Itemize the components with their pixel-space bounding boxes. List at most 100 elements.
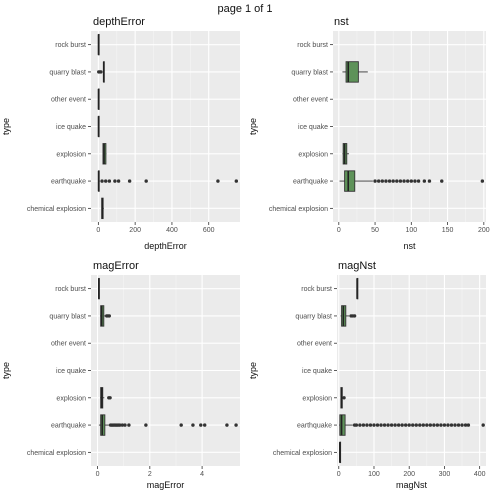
box-earthquake [98, 414, 238, 436]
outlier-point [234, 423, 238, 427]
outlier-point [416, 179, 421, 183]
outlier-point [116, 179, 121, 183]
outlier-point [199, 423, 203, 427]
outlier-point [403, 423, 408, 427]
y-tick-label: ice quake [56, 124, 86, 131]
x-tick-label: 0 [337, 227, 341, 234]
panel-magNst: 0 100 200 300 400 chemical explosion earthquak… [248, 260, 486, 490]
y-tick-label: other event [293, 97, 328, 104]
outlier-point [354, 423, 359, 427]
outlier-point [386, 423, 390, 427]
box-quarry-blast [97, 61, 105, 83]
outlier-point [432, 423, 436, 427]
panel-title: nst [334, 16, 349, 28]
outlier-point [203, 423, 207, 427]
outlier-point [368, 423, 373, 427]
y-tick-label: quarry blast [49, 69, 86, 76]
outlier-point [107, 179, 112, 183]
outlier-point [466, 423, 471, 427]
outlier-point [460, 423, 464, 427]
x-tick-label: 200 [403, 471, 415, 478]
y-tick-label: quarry blast [295, 313, 332, 320]
outlier-point [216, 179, 220, 183]
outlier-point [123, 423, 127, 427]
x-tick-label: 200 [129, 227, 141, 234]
y-axis-label: type [1, 118, 11, 135]
outlier-point [100, 179, 104, 183]
outlier-point [422, 179, 427, 183]
outlier-point [407, 423, 411, 427]
outlier-point [396, 423, 401, 427]
outlier-point [191, 423, 195, 427]
y-tick-label: other event [51, 341, 86, 348]
x-tick-label: 0 [96, 227, 100, 234]
y-tick-label: explosion [56, 151, 86, 158]
y-axis-label: type [1, 362, 11, 379]
panel-magError: 0 2 4 chemical explosion earthquake explosion… [1, 260, 240, 490]
outlier-point [113, 179, 117, 183]
outlier-point [342, 396, 346, 400]
y-tick-label: ice quake [302, 368, 332, 375]
outlier-point [440, 179, 444, 183]
x-tick-label: 50 [371, 227, 379, 234]
outlier-point [453, 423, 457, 427]
x-axis-label: magError [147, 480, 185, 490]
outlier-point [393, 423, 397, 427]
box-iqr [345, 61, 359, 83]
y-tick-label: rock burst [55, 286, 86, 293]
outlier-point [414, 423, 418, 427]
panel-title: magNst [338, 260, 376, 272]
y-tick-label: chemical explosion [269, 206, 328, 213]
outlier-point [425, 423, 429, 427]
outlier-point [456, 423, 461, 427]
outlier-point [380, 179, 385, 183]
outlier-point [398, 179, 403, 183]
outlier-point [104, 179, 108, 183]
x-tick-label: 300 [439, 471, 451, 478]
box-rock-burst [97, 33, 100, 56]
x-tick-label: 4 [200, 471, 204, 478]
x-axis-label: nst [403, 241, 416, 251]
outlier-point [108, 396, 112, 400]
y-tick-label: earthquake [51, 179, 86, 186]
outlier-point [358, 423, 362, 427]
outlier-point [384, 179, 388, 183]
y-tick-label: quarry blast [49, 313, 86, 320]
box-quarry-blast [100, 305, 111, 327]
y-tick-label: rock burst [301, 286, 332, 293]
outlier-point [428, 423, 433, 427]
box-earthquake [339, 170, 485, 192]
box-ice-quake [97, 115, 100, 138]
outlier-point [409, 179, 414, 183]
box-explosion [100, 387, 112, 409]
x-tick-label: 100 [368, 471, 380, 478]
outlier-point [387, 179, 392, 183]
y-tick-label: chemical explosion [27, 206, 86, 213]
y-tick-label: earthquake [293, 179, 328, 186]
outlier-point [400, 423, 404, 427]
outlier-point [382, 423, 387, 427]
box-explosion [102, 143, 107, 165]
box-rock-burst [98, 277, 100, 300]
outlier-point [372, 423, 376, 427]
x-tick-label: 100 [405, 227, 417, 234]
x-tick-label: 2 [148, 471, 152, 478]
y-tick-label: other event [297, 341, 332, 348]
y-tick-label: quarry blast [291, 69, 328, 76]
box-explosion [342, 143, 349, 165]
box-quarry-blast [342, 61, 368, 83]
y-tick-label: other event [51, 97, 86, 104]
box-other-event [97, 88, 100, 110]
box-earthquake [97, 170, 239, 192]
outlier-point [421, 423, 426, 427]
x-tick-label: 0 [337, 471, 341, 478]
box-explosion [340, 387, 346, 409]
outlier-point [373, 179, 377, 183]
outlier-point [118, 423, 122, 427]
y-tick-label: ice quake [56, 368, 86, 375]
outlier-point [411, 423, 415, 427]
y-axis-label: type [248, 118, 258, 135]
x-tick-label: 600 [203, 227, 215, 234]
x-tick-label: 0 [96, 471, 100, 478]
